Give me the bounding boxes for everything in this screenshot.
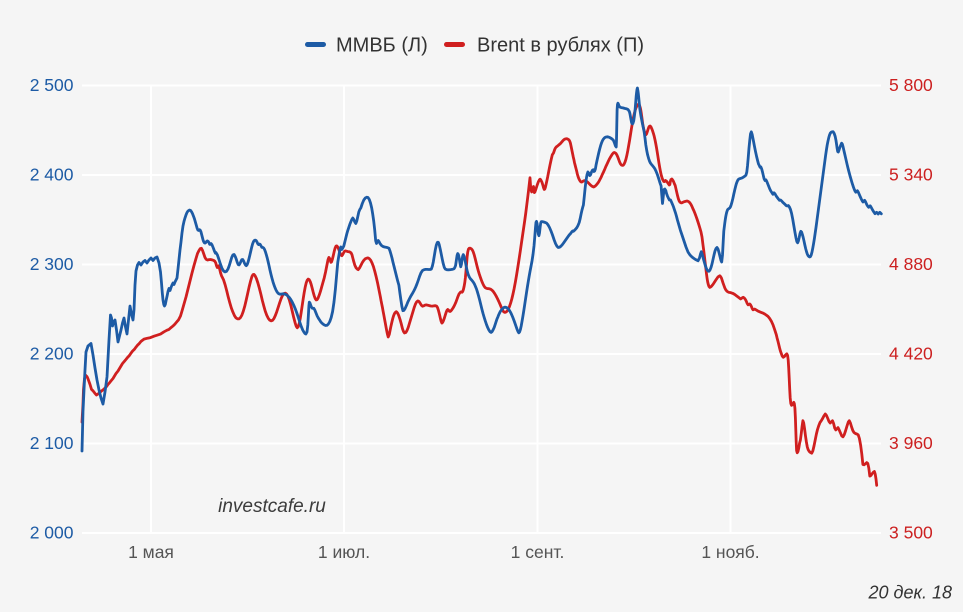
svg-text:4 420: 4 420 [889,344,933,364]
svg-text:1 мая: 1 мая [128,542,174,562]
svg-text:3 960: 3 960 [889,433,933,453]
svg-text:ММВБ (Л): ММВБ (Л) [336,35,428,57]
svg-text:investcafe.ru: investcafe.ru [218,496,326,517]
svg-text:2 300: 2 300 [30,254,74,274]
svg-text:2 400: 2 400 [30,165,74,185]
svg-text:5 340: 5 340 [889,165,933,185]
svg-text:Brent в рублях (П): Brent в рублях (П) [477,35,644,57]
svg-text:2 000: 2 000 [30,523,74,543]
svg-text:5 800: 5 800 [889,75,933,95]
svg-text:1 нояб.: 1 нояб. [701,542,759,562]
svg-text:2 100: 2 100 [30,433,74,453]
svg-text:1 июл.: 1 июл. [318,542,370,562]
svg-text:20 дек. 18: 20 дек. 18 [867,583,952,603]
svg-text:1 сент.: 1 сент. [511,542,565,562]
svg-text:4 880: 4 880 [889,254,933,274]
svg-text:2 200: 2 200 [30,344,74,364]
svg-text:2 500: 2 500 [30,75,74,95]
svg-text:3 500: 3 500 [889,523,933,543]
